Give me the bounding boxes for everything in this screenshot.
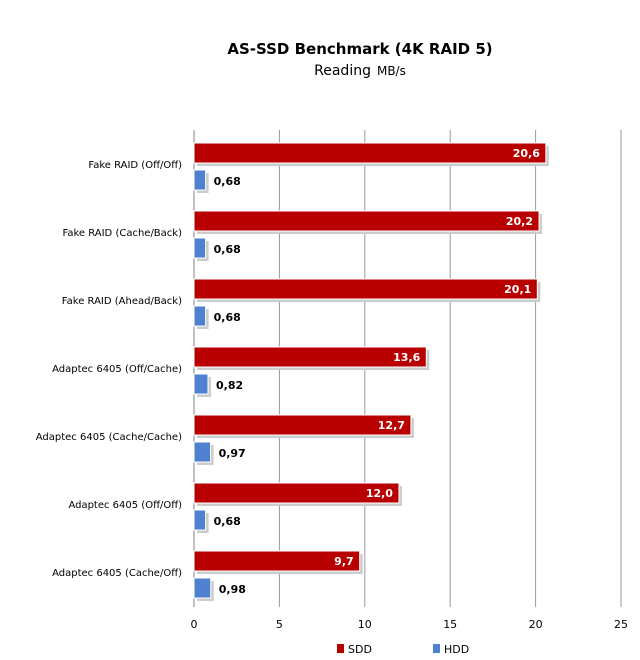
bar-label-hdd: 0,82 [216, 379, 243, 392]
x-tick-label: 25 [614, 618, 628, 631]
category-label: Adaptec 6405 (Off/Off) [68, 500, 182, 511]
bar-hdd [193, 441, 212, 463]
x-tick-label: 0 [191, 618, 198, 631]
subtitle-text: Reading [314, 63, 371, 79]
bar-hdd [193, 509, 207, 531]
bar-label-hdd: 0,98 [219, 583, 246, 596]
bar-hdd [193, 577, 212, 599]
legend-label-sdd: SDD [348, 643, 372, 656]
bar-label-hdd: 0,97 [219, 447, 246, 460]
bar-label-sdd: 13,6 [393, 351, 420, 364]
bar-label-hdd: 0,68 [214, 311, 241, 324]
chart-subtitle: Reading MB/s [0, 63, 640, 79]
chart-title: AS-SSD Benchmark (4K RAID 5) [227, 40, 493, 58]
bar-label-hdd: 0,68 [214, 175, 241, 188]
x-tick-label: 5 [276, 618, 283, 631]
bar-sdd [193, 210, 540, 232]
bar-label-sdd: 20,1 [504, 283, 531, 296]
bar-hdd [193, 373, 209, 395]
x-tick-label: 20 [529, 618, 543, 631]
bar-sdd [193, 278, 538, 300]
x-tick-label: 10 [358, 618, 372, 631]
bar-sdd [193, 414, 412, 436]
bar-hdd [193, 237, 207, 259]
bar-sdd [193, 346, 427, 368]
bar-label-sdd: 20,2 [506, 215, 533, 228]
legend-swatch-hdd [433, 644, 440, 653]
bar-sdd [193, 550, 361, 572]
unit-label: MB/s [376, 64, 406, 78]
category-label: Fake RAID (Cache/Back) [63, 228, 183, 239]
bar-label-sdd: 20,6 [513, 147, 540, 160]
category-label: Adaptec 6405 (Cache/Off) [52, 568, 182, 579]
category-label: Fake RAID (Off/Off) [88, 160, 182, 171]
legend-label-hdd: HDD [444, 643, 469, 656]
category-label: Fake RAID (Ahead/Back) [62, 296, 182, 307]
bar-label-sdd: 12,7 [378, 419, 405, 432]
bar-label-sdd: 12,0 [366, 487, 393, 500]
bar-hdd [193, 305, 207, 327]
bar-label-hdd: 0,68 [214, 243, 241, 256]
bar-sdd [193, 142, 547, 164]
legend-swatch-sdd [337, 644, 344, 653]
x-tick-label: 15 [443, 618, 457, 631]
category-label: Adaptec 6405 (Off/Cache) [52, 364, 182, 375]
bar-hdd [193, 169, 207, 191]
bar-sdd [193, 482, 400, 504]
bar-label-hdd: 0,68 [214, 515, 241, 528]
bar-label-sdd: 9,7 [334, 555, 354, 568]
category-label: Adaptec 6405 (Cache/Cache) [36, 432, 182, 443]
